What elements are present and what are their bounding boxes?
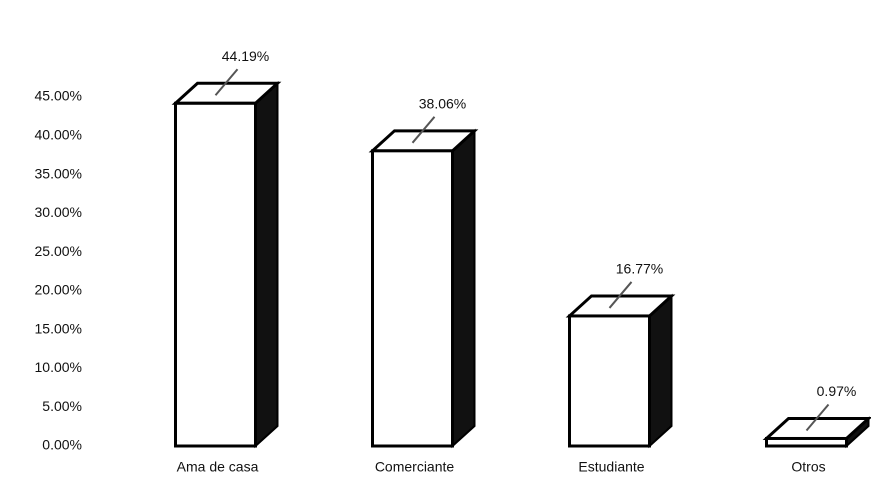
data-label: 16.77%	[616, 261, 663, 277]
y-tick-label: 20.00%	[35, 282, 82, 298]
y-tick-label: 35.00%	[35, 165, 82, 181]
bar	[371, 149, 454, 448]
x-tick-label: Otros	[791, 459, 825, 475]
x-tick-label: Estudiante	[578, 459, 644, 475]
y-tick-label: 40.00%	[35, 126, 82, 142]
x-tick-label: Ama de casa	[177, 459, 259, 475]
data-label: 0.97%	[817, 383, 857, 399]
bar-side	[648, 293, 673, 449]
y-tick-label: 15.00%	[35, 320, 82, 336]
bar	[174, 101, 257, 448]
y-tick-label: 10.00%	[35, 359, 82, 375]
leader-line	[411, 116, 436, 144]
leader-line	[805, 403, 830, 432]
bar-side	[451, 128, 476, 449]
data-label: 38.06%	[419, 96, 466, 112]
bar	[765, 436, 848, 448]
data-label: 44.19%	[222, 48, 269, 64]
y-tick-label: 0.00%	[42, 437, 82, 453]
leader-line	[214, 68, 239, 96]
bar-side	[254, 81, 279, 449]
y-tick-label: 45.00%	[35, 88, 82, 104]
bar	[568, 314, 651, 448]
x-tick-label: Comerciante	[375, 459, 455, 475]
leader-line	[608, 281, 633, 309]
y-tick-label: 5.00%	[42, 398, 82, 414]
y-tick-label: 25.00%	[35, 243, 82, 259]
y-tick-label: 30.00%	[35, 204, 82, 220]
